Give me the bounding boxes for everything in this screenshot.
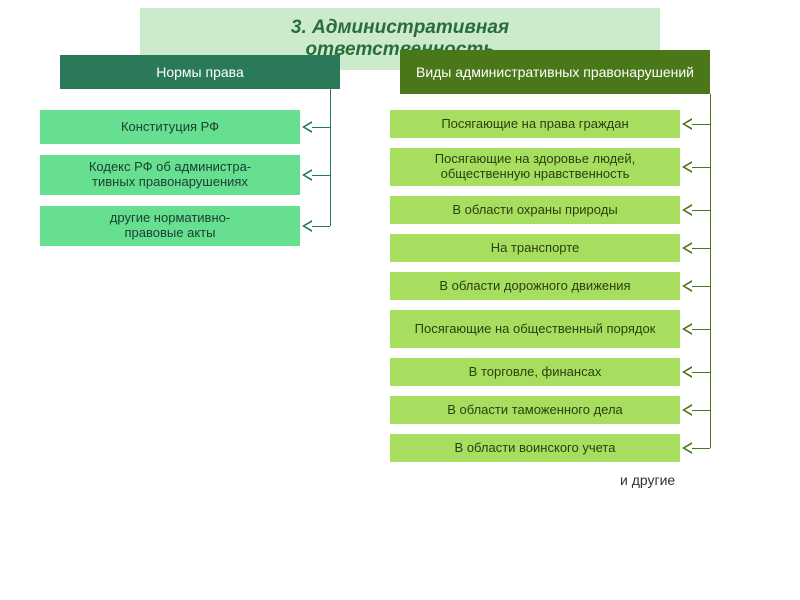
right-column-header: Виды административных правонарушений	[400, 50, 710, 94]
right-item-label: Посягающие на права граждан	[441, 117, 628, 132]
right-connector-branch	[692, 167, 710, 168]
right-item: В области воинского учета	[390, 434, 680, 462]
right-item-label: Посягающие на общественный порядок	[415, 322, 656, 337]
right-item: Посягающие на права граждан	[390, 110, 680, 138]
left-item: другие нормативно- правовые акты	[40, 206, 300, 246]
left-item: Кодекс РФ об администра- тивных правонар…	[40, 155, 300, 195]
right-connector-branch	[692, 329, 710, 330]
right-connector-branch	[692, 448, 710, 449]
arrow-left-inner-icon	[305, 123, 312, 131]
right-item-label: В области таможенного дела	[447, 403, 623, 418]
right-item: В области охраны природы	[390, 196, 680, 224]
title-line-1: 3. Административная	[291, 17, 509, 39]
right-connector-branch	[692, 248, 710, 249]
right-footer-text: и другие	[620, 472, 675, 488]
right-item-label: На транспорте	[491, 241, 580, 256]
arrow-left-inner-icon	[685, 406, 692, 414]
right-item-label: Посягающие на здоровье людей, общественн…	[396, 152, 674, 182]
arrow-left-inner-icon	[305, 171, 312, 179]
right-item: Посягающие на здоровье людей, общественн…	[390, 148, 680, 186]
arrow-left-inner-icon	[685, 282, 692, 290]
arrow-left-inner-icon	[685, 206, 692, 214]
right-item-label: В области охраны природы	[452, 203, 617, 218]
right-connector-branch	[692, 210, 710, 211]
right-connector-branch	[692, 124, 710, 125]
left-connector-stem	[330, 89, 331, 226]
right-connector-branch	[692, 410, 710, 411]
arrow-left-inner-icon	[685, 368, 692, 376]
left-connector-branch	[312, 226, 330, 227]
arrow-left-inner-icon	[685, 244, 692, 252]
right-connector-branch	[692, 372, 710, 373]
right-item: В торговле, финансах	[390, 358, 680, 386]
arrow-left-inner-icon	[685, 325, 692, 333]
right-item: Посягающие на общественный порядок	[390, 310, 680, 348]
arrow-left-inner-icon	[685, 444, 692, 452]
left-item-label: Конституция РФ	[121, 120, 219, 135]
left-item-label: Кодекс РФ об администра- тивных правонар…	[89, 160, 251, 190]
right-connector-stem	[710, 94, 711, 448]
left-connector-branch	[312, 175, 330, 176]
left-column-header: Нормы права	[60, 55, 340, 89]
left-item: Конституция РФ	[40, 110, 300, 144]
right-item: В области дорожного движения	[390, 272, 680, 300]
right-item-label: В области дорожного движения	[439, 279, 630, 294]
arrow-left-inner-icon	[685, 163, 692, 171]
left-header-text: Нормы права	[156, 64, 243, 80]
arrow-left-inner-icon	[305, 222, 312, 230]
right-item-label: В области воинского учета	[455, 441, 616, 456]
left-connector-branch	[312, 127, 330, 128]
right-item-label: В торговле, финансах	[469, 365, 602, 380]
right-item: На транспорте	[390, 234, 680, 262]
right-item: В области таможенного дела	[390, 396, 680, 424]
left-item-label: другие нормативно- правовые акты	[110, 211, 230, 241]
arrow-left-inner-icon	[685, 120, 692, 128]
right-connector-branch	[692, 286, 710, 287]
right-header-text: Виды административных правонарушений	[416, 64, 694, 81]
